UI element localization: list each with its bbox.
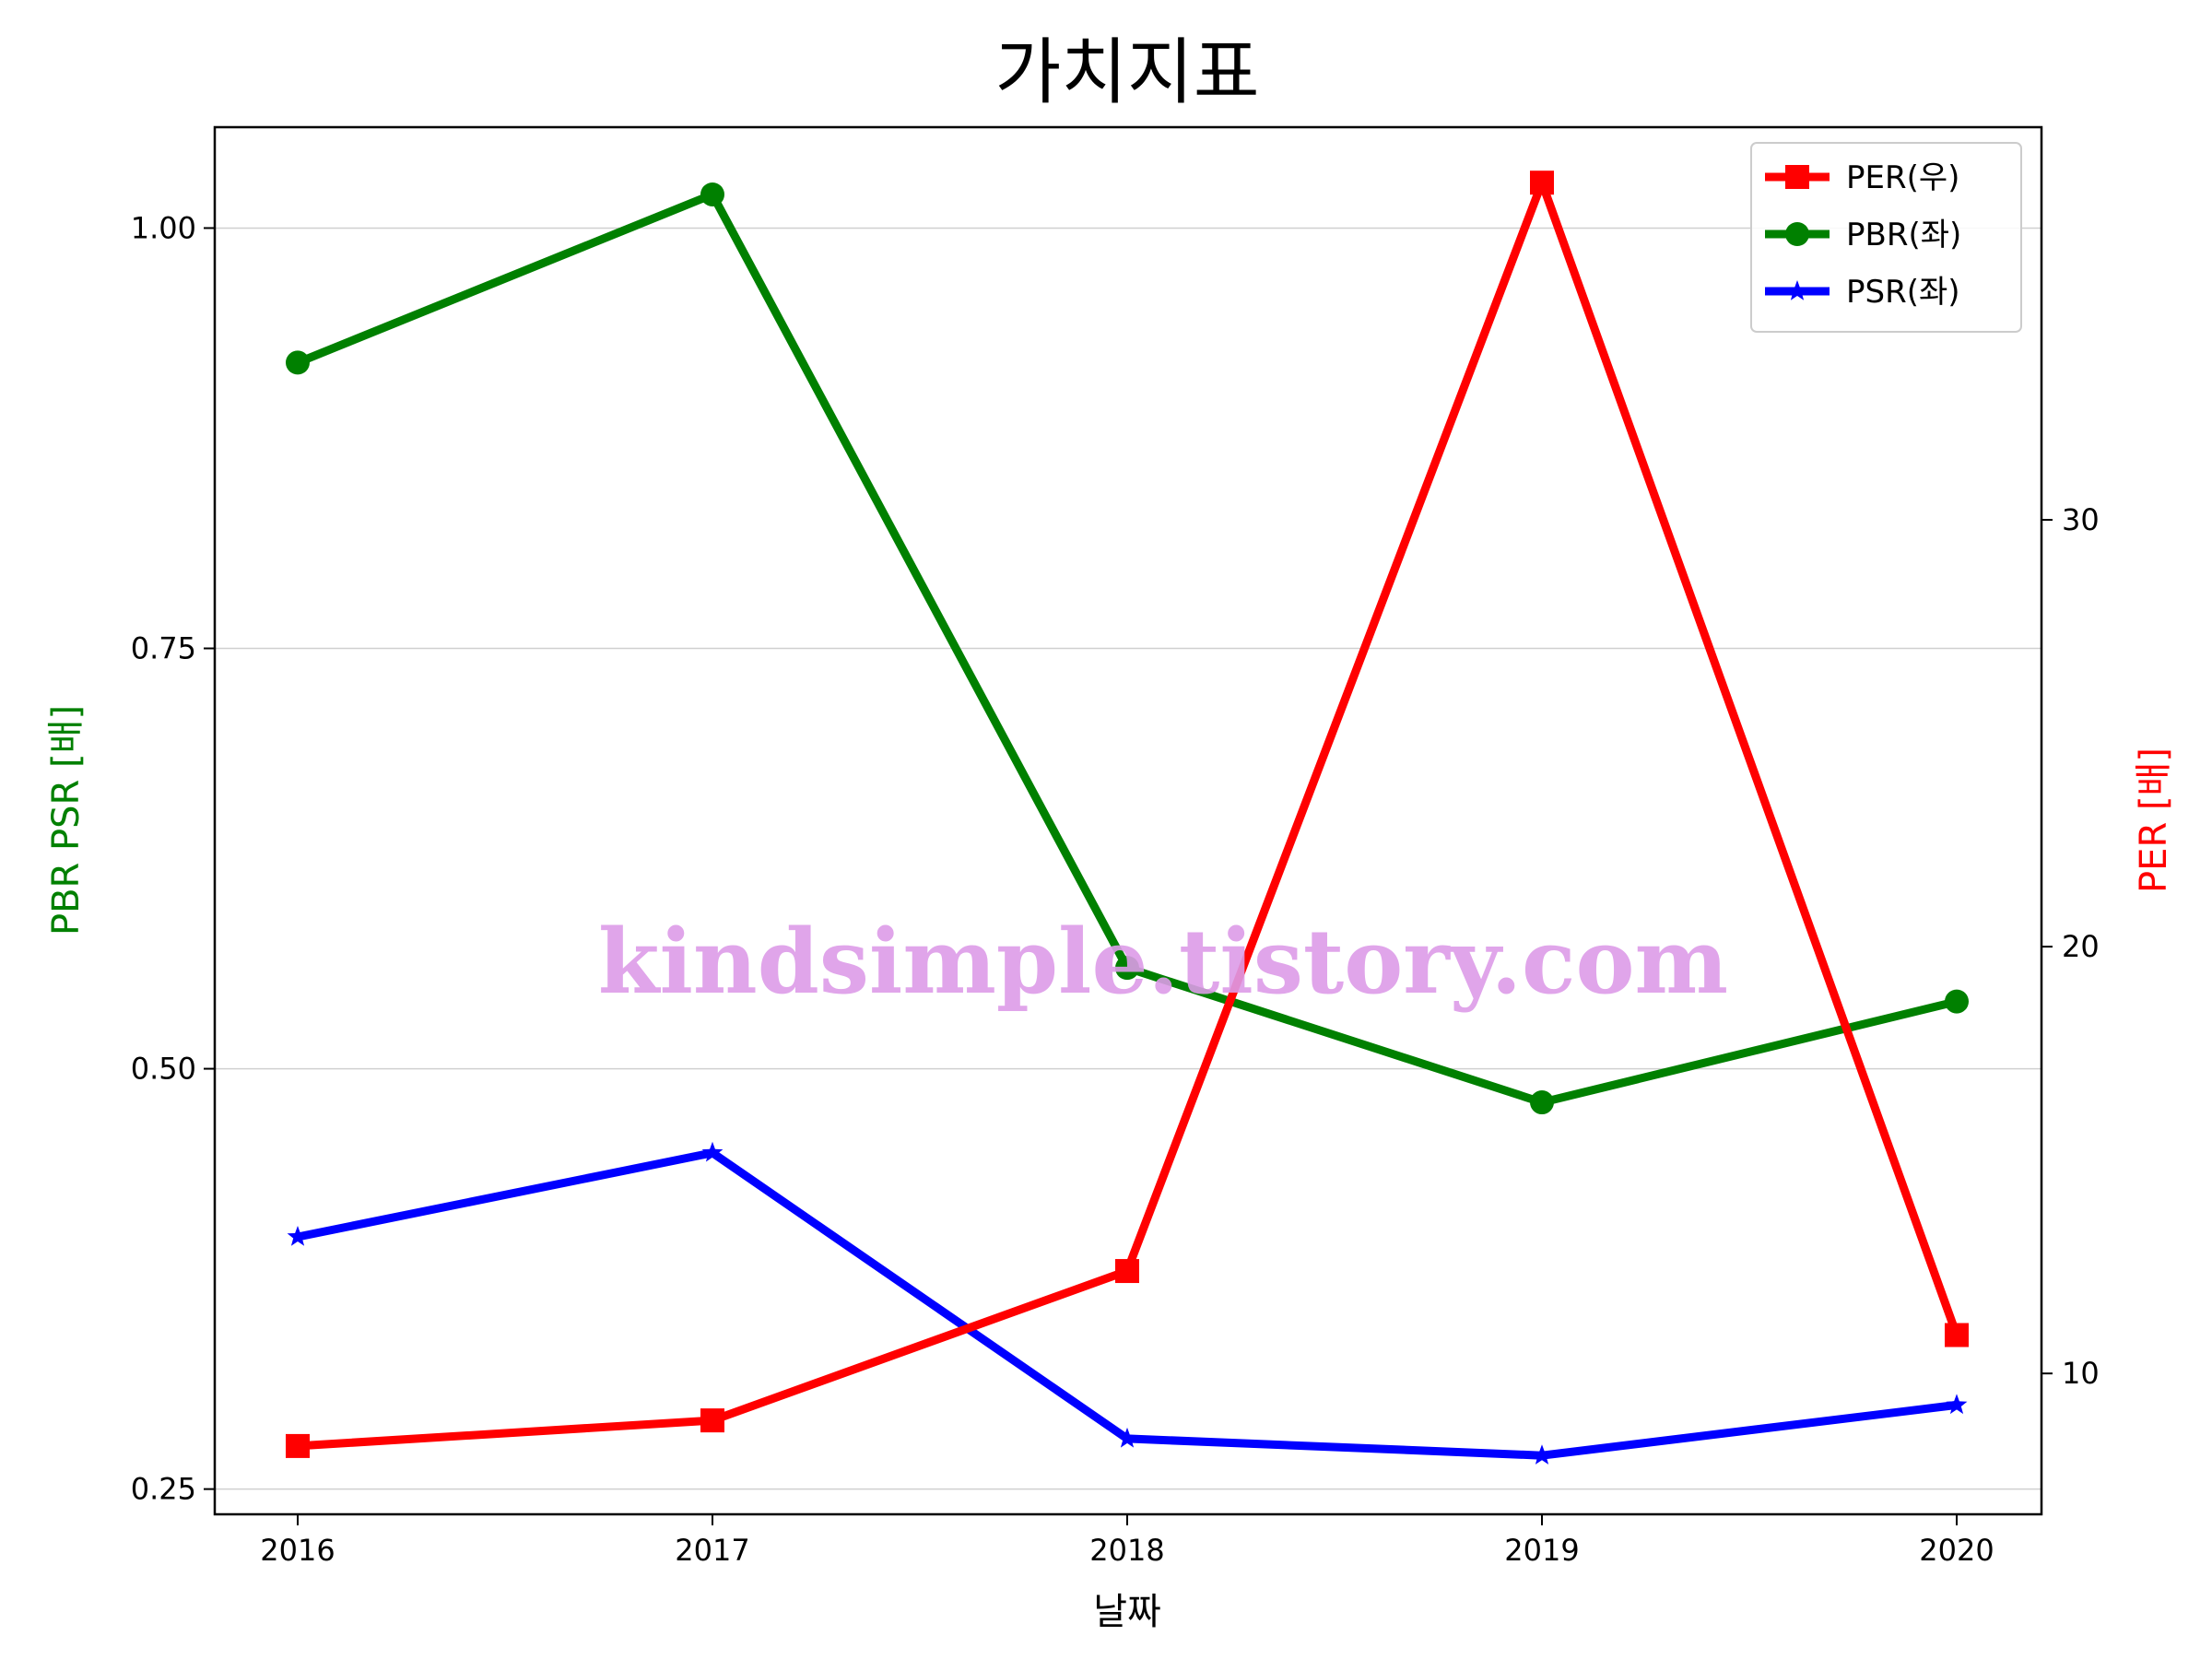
data-point: [1531, 1444, 1553, 1465]
x-axis: 2016 2017 2018 2019 2020: [260, 1514, 1994, 1568]
x-tick-label: 2017: [675, 1533, 749, 1568]
legend-label: PBR(좌): [1846, 217, 1961, 253]
data-point: [700, 1408, 724, 1433]
data-point: [1116, 1427, 1138, 1448]
series-0: [286, 171, 1969, 1458]
legend: PER(우) PBR(좌) PSR(좌): [1750, 142, 2022, 333]
legend-label: PSR(좌): [1846, 274, 1960, 311]
watermark-text: kindsimple.tistory.com: [598, 910, 1728, 1014]
data-point: [1115, 956, 1139, 981]
right-tick-label: 20: [2062, 929, 2100, 964]
data-point: [1530, 1090, 1554, 1115]
left-tick-label: 1.00: [131, 210, 196, 245]
left-y-axis: 0.25 0.50 0.75 1.00: [131, 210, 215, 1507]
series-lines: [286, 171, 1969, 1465]
data-point: [1115, 1259, 1139, 1284]
right-tick-label: 30: [2062, 502, 2100, 537]
data-point: [1530, 171, 1554, 195]
x-tick-label: 2019: [1504, 1533, 1579, 1568]
series-2: [287, 1141, 1968, 1465]
left-tick-label: 0.50: [131, 1052, 196, 1087]
series-1: [286, 182, 1969, 1115]
x-tick-label: 2020: [1919, 1533, 1994, 1568]
x-tick-label: 2018: [1089, 1533, 1164, 1568]
x-tick-label: 2016: [260, 1533, 335, 1568]
data-point: [1946, 1394, 1968, 1415]
left-tick-label: 0.25: [131, 1472, 196, 1507]
legend-box: [1750, 142, 2022, 333]
grid-lines: [215, 227, 2041, 1490]
left-y-axis-title: PBR PSR [배]: [45, 705, 88, 935]
right-tick-label: 10: [2062, 1356, 2100, 1391]
legend-label: PER(우): [1846, 159, 1959, 196]
data-point: [700, 182, 724, 206]
data-point: [286, 350, 310, 375]
data-point: [701, 1141, 724, 1162]
legend-marker: [1786, 280, 1808, 300]
left-tick-label: 0.75: [131, 631, 196, 666]
chart-title: 가치지표: [994, 31, 1259, 114]
x-axis-title: 날짜: [1093, 1591, 1161, 1633]
data-point: [1945, 989, 1969, 1014]
data-point: [286, 1433, 310, 1458]
data-point: [287, 1226, 309, 1246]
data-point: [1945, 1323, 1969, 1347]
legend-marker: [1785, 222, 1809, 246]
legend-marker: [1785, 165, 1809, 189]
right-y-axis: 10 20 30: [2041, 502, 2100, 1391]
right-y-axis-title: PER [배]: [2133, 747, 2175, 893]
